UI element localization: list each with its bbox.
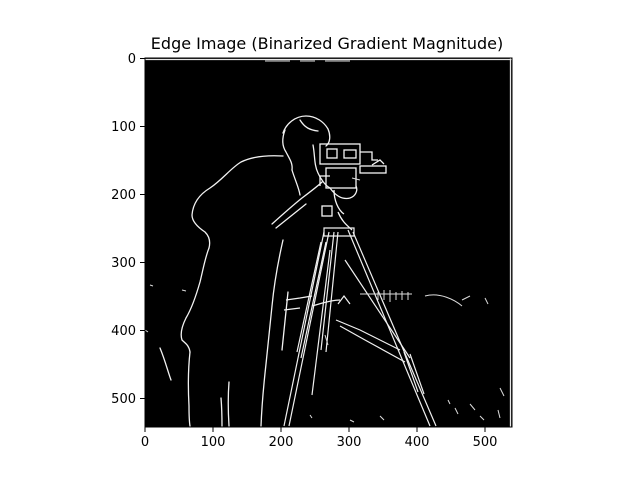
y-tick-labels: 0 100 200 300 400 500 — [111, 52, 136, 407]
x-tick-labels: 0 100 200 300 400 500 — [141, 435, 498, 450]
x-tick-label: 500 — [473, 435, 498, 450]
y-tick-label: 100 — [111, 120, 136, 135]
y-tick-label: 500 — [111, 392, 136, 407]
x-tick-label: 300 — [337, 435, 362, 450]
y-tick-label: 0 — [128, 52, 136, 67]
y-tick-label: 200 — [111, 188, 136, 203]
x-axis — [144, 427, 486, 432]
x-tick-label: 400 — [405, 435, 430, 450]
x-tick-label: 0 — [141, 435, 149, 450]
y-tick-label: 400 — [111, 324, 136, 339]
y-tick-label: 300 — [111, 256, 136, 271]
edge-image — [144, 57, 513, 428]
x-tick-label: 100 — [201, 435, 226, 450]
y-axis — [140, 58, 145, 399]
plot-title: Edge Image (Binarized Gradient Magnitude… — [151, 34, 503, 53]
x-tick-label: 200 — [269, 435, 294, 450]
